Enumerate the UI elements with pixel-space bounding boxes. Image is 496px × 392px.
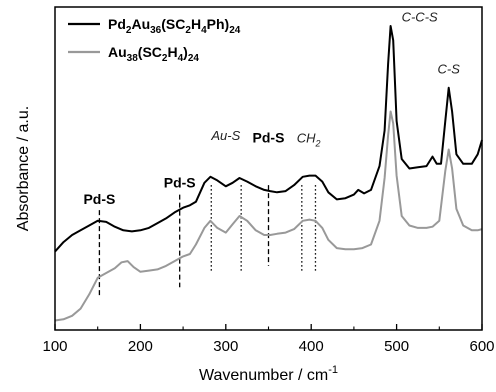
x-tick-label: 100 [42,338,67,355]
x-tick-label: 500 [384,338,409,355]
x-tick-label: 200 [128,338,153,355]
x-tick-label: 400 [299,338,324,355]
peak-annotation: C-C-S [402,9,438,24]
legend-label: Pd2Au36(SC2H4Ph)24 [108,16,241,36]
legend-label: Au38(SC2H4)24 [108,44,199,64]
peak-annotation: CH2 [297,130,321,148]
series-line-pd2au36 [54,25,483,253]
x-tick-label: 600 [469,338,494,355]
peak-annotation: C-S [437,62,460,77]
x-axis-label: Wavenumber / cm-1 [199,364,338,384]
y-axis-label: Absorbance / a.u. [15,106,32,231]
peak-annotation: Pd-S [164,175,196,191]
peak-annotation: Pd-S [83,191,115,207]
series-line-au38 [54,110,483,322]
peak-annotation: Pd-S [253,129,285,145]
peak-annotation: Au-S [210,128,240,143]
x-tick-label: 300 [213,338,238,355]
